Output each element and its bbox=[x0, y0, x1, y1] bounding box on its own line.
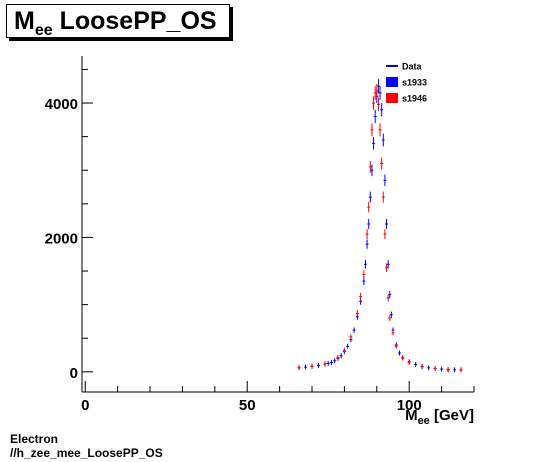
data-point bbox=[375, 83, 379, 98]
data-point bbox=[380, 103, 384, 117]
data-points bbox=[297, 79, 463, 373]
series-s1946 bbox=[297, 83, 463, 373]
data-point bbox=[346, 343, 350, 349]
data-point bbox=[326, 360, 330, 366]
data-point bbox=[367, 218, 371, 230]
data-point bbox=[342, 347, 346, 353]
data-point bbox=[329, 359, 333, 365]
x-tick-label: 0 bbox=[81, 397, 89, 414]
data-point bbox=[433, 365, 437, 371]
legend: Data s1933 s1946 bbox=[386, 62, 427, 104]
data-point bbox=[339, 353, 343, 359]
data-point bbox=[373, 86, 377, 100]
data-point bbox=[391, 330, 395, 336]
data-point bbox=[386, 294, 390, 302]
data-point bbox=[394, 343, 398, 349]
data-point bbox=[383, 174, 387, 187]
footer-label: Electron bbox=[10, 432, 59, 446]
legend-label: Data bbox=[402, 62, 423, 72]
y-tick-label: 4000 bbox=[45, 96, 78, 113]
data-point bbox=[316, 362, 320, 368]
data-point bbox=[388, 290, 392, 299]
legend-item-s1933: s1933 bbox=[386, 77, 427, 88]
legend-box-swatch bbox=[386, 93, 398, 103]
data-point bbox=[381, 133, 385, 147]
title-box: Mee LoosePP_OS bbox=[6, 4, 230, 39]
data-point bbox=[370, 123, 374, 137]
data-point bbox=[407, 359, 411, 365]
data-point bbox=[333, 358, 337, 364]
data-point bbox=[372, 137, 376, 150]
data-point bbox=[362, 270, 366, 279]
data-point bbox=[446, 366, 450, 372]
data-point bbox=[397, 350, 401, 356]
data-point bbox=[385, 263, 389, 272]
data-point bbox=[376, 79, 380, 94]
data-point bbox=[323, 361, 327, 367]
data-point bbox=[383, 229, 387, 239]
data-point bbox=[389, 311, 393, 318]
x-tick-label: 100 bbox=[397, 397, 422, 414]
data-point bbox=[368, 191, 372, 203]
data-point bbox=[365, 229, 369, 239]
page-title: Mee LoosePP_OS bbox=[14, 7, 217, 39]
y-tick-label: 2000 bbox=[45, 230, 78, 247]
legend-box-swatch bbox=[386, 77, 398, 87]
title-rest: LoosePP_OS bbox=[52, 7, 217, 35]
data-point bbox=[365, 239, 369, 249]
data-point bbox=[359, 292, 363, 301]
data-point bbox=[370, 164, 374, 177]
data-point bbox=[352, 327, 356, 333]
data-point bbox=[459, 367, 463, 373]
data-point bbox=[381, 191, 385, 203]
data-point bbox=[297, 364, 301, 370]
data-point bbox=[373, 109, 377, 124]
data-point bbox=[378, 123, 382, 137]
data-point bbox=[310, 363, 314, 369]
data-point bbox=[336, 354, 340, 360]
x-tick-label: 50 bbox=[239, 397, 256, 414]
data-point bbox=[386, 260, 390, 269]
title-main: M bbox=[14, 7, 35, 35]
data-point bbox=[368, 160, 372, 173]
data-point bbox=[414, 361, 418, 367]
legend-item-Data: Data bbox=[386, 62, 423, 72]
data-point bbox=[363, 260, 367, 269]
legend-label: s1946 bbox=[402, 94, 427, 104]
data-point bbox=[440, 366, 444, 372]
data-point bbox=[355, 310, 359, 317]
data-point bbox=[304, 364, 308, 370]
legend-label: s1933 bbox=[402, 78, 427, 88]
legend-item-s1946: s1946 bbox=[386, 93, 427, 104]
axes: 0 50 100 0 2000 4000 Mee [GeV] bbox=[45, 56, 475, 427]
data-point bbox=[367, 201, 371, 213]
data-point bbox=[372, 96, 376, 110]
data-point bbox=[385, 218, 389, 230]
data-point bbox=[388, 315, 392, 322]
x-axis-label: Mee [GeV] bbox=[405, 407, 474, 427]
y-tick-label: 0 bbox=[70, 365, 78, 382]
title-subscript: ee bbox=[34, 22, 53, 39]
footer-histogram-path: //h_zee_mee_LoosePP_OS bbox=[10, 446, 163, 460]
data-point bbox=[349, 334, 353, 340]
data-point bbox=[401, 355, 405, 361]
data-point bbox=[427, 365, 431, 371]
data-point bbox=[376, 97, 380, 112]
data-point bbox=[378, 86, 382, 100]
data-point bbox=[453, 367, 457, 373]
data-point bbox=[420, 364, 424, 370]
data-point bbox=[380, 157, 384, 170]
series-s1933 bbox=[297, 79, 463, 373]
